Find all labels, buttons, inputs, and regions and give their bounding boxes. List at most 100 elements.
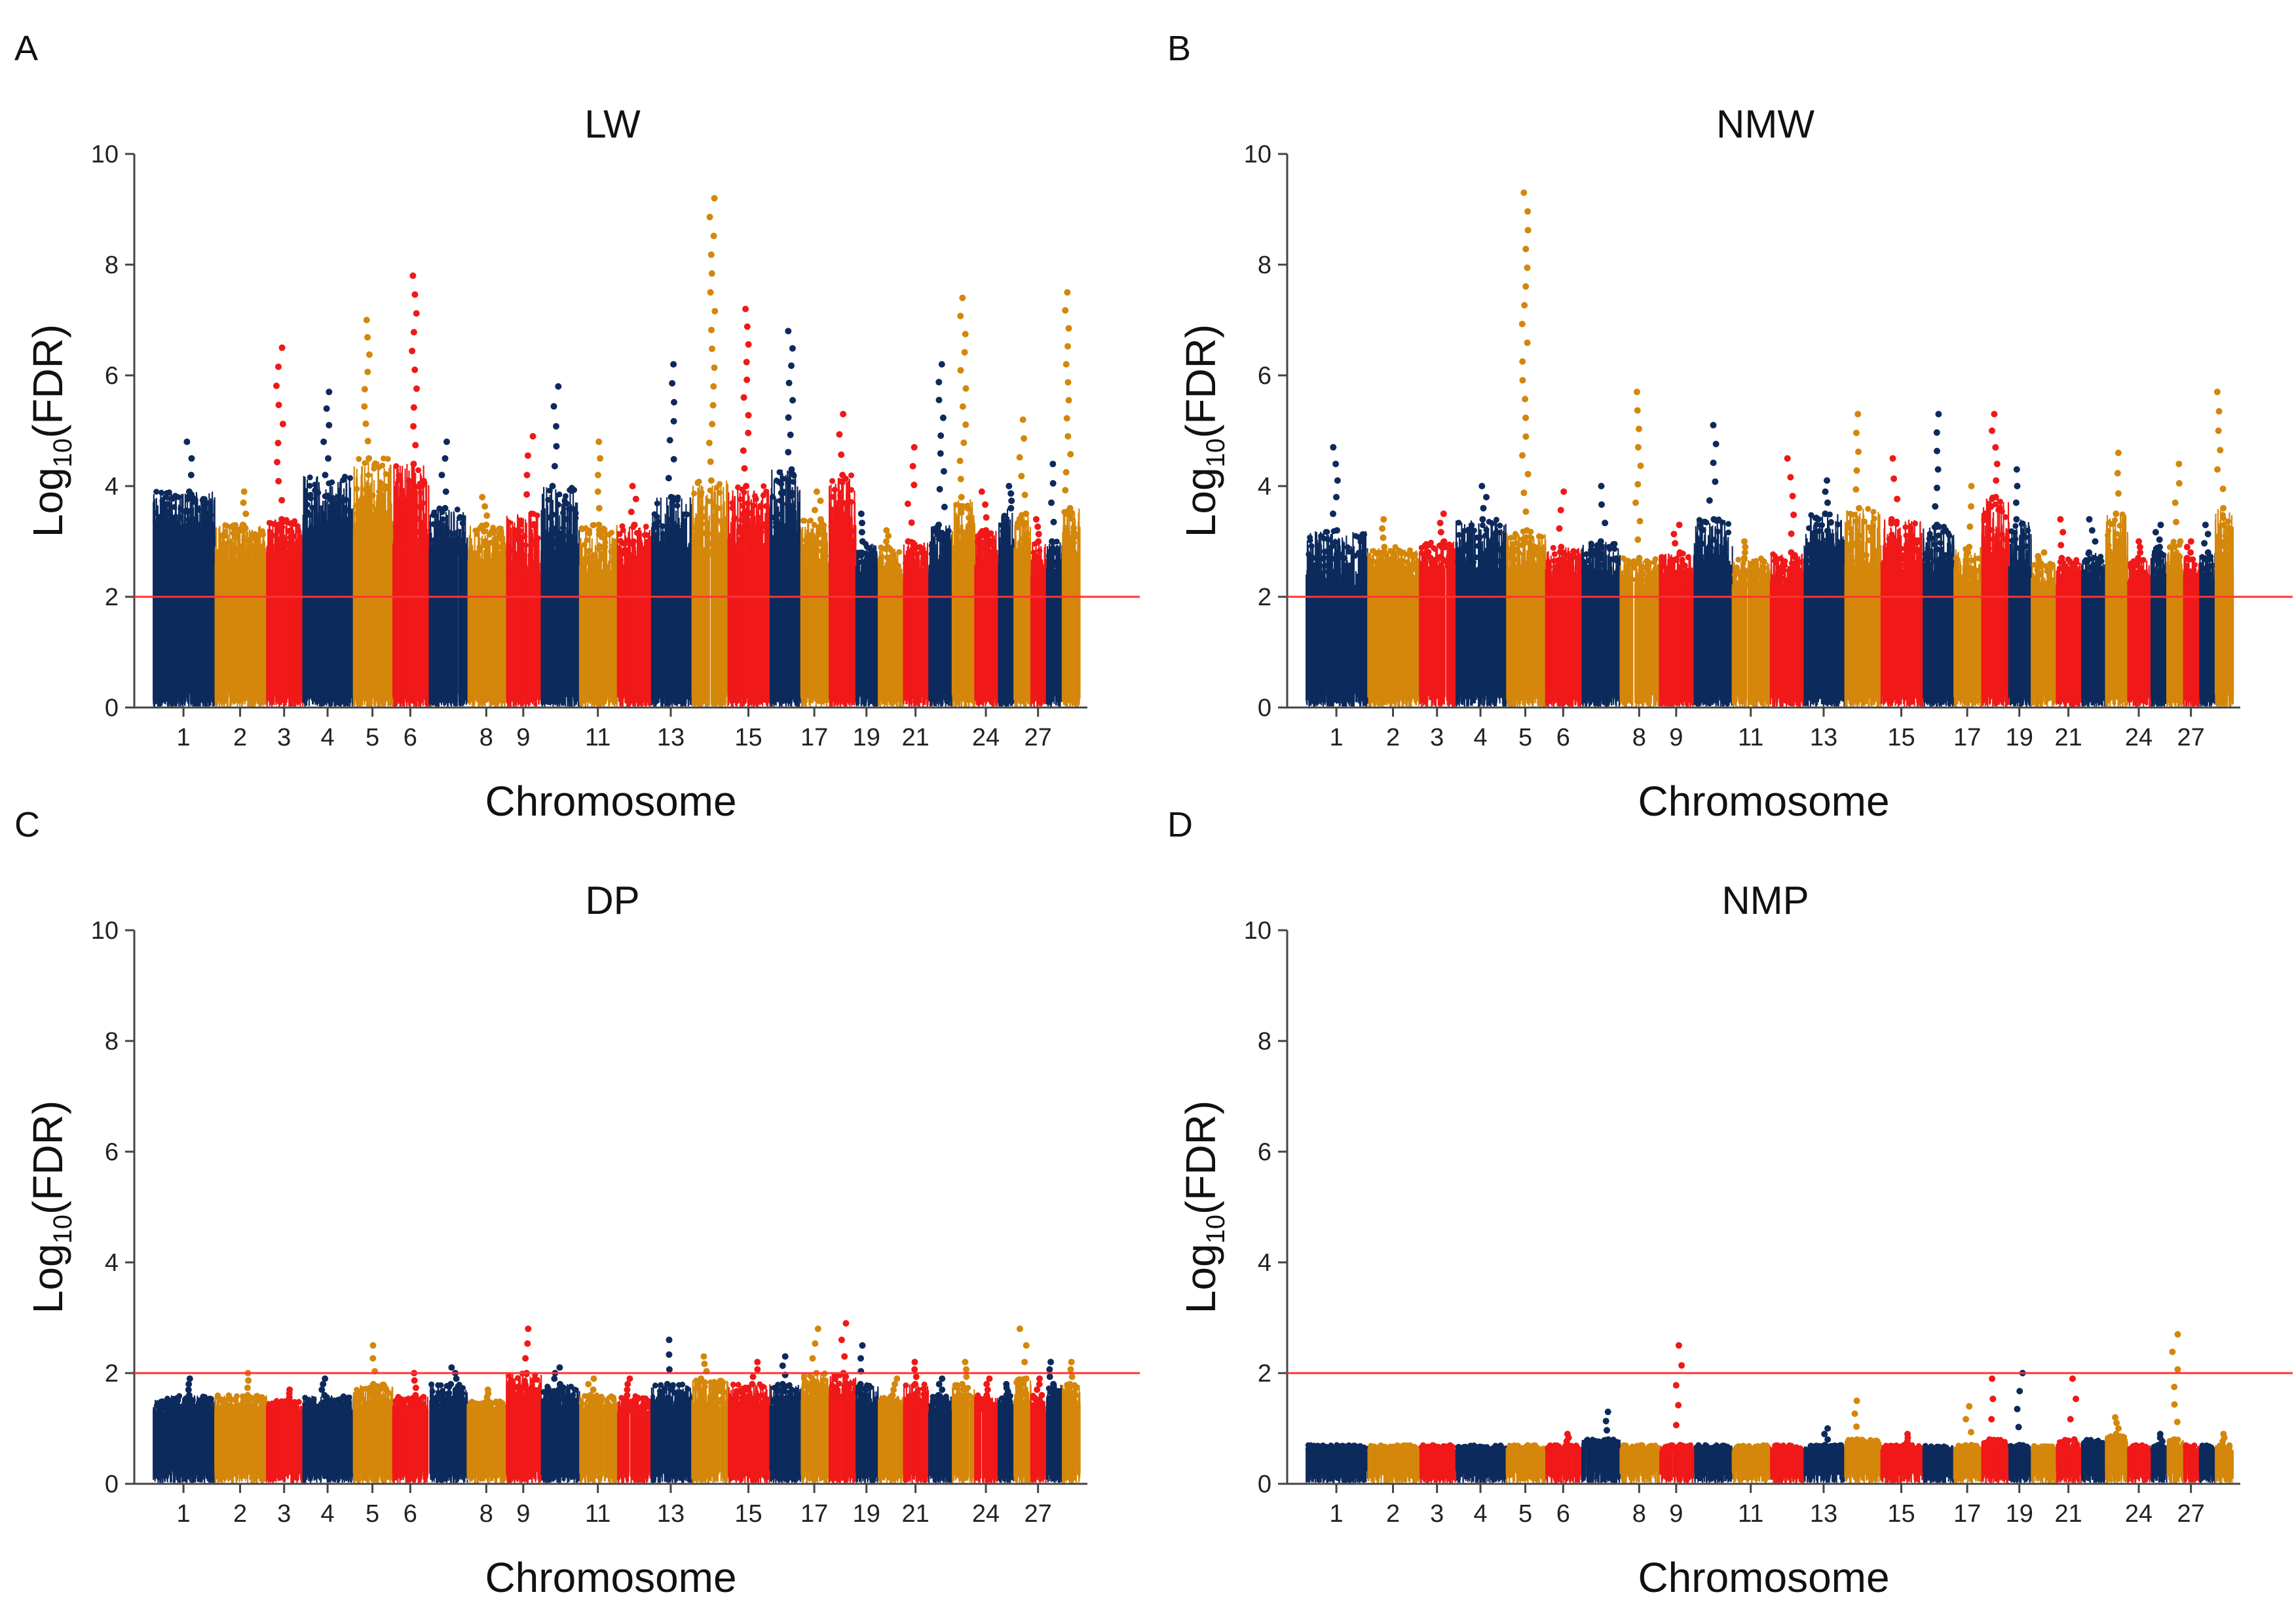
snp-band [261,549,263,698]
snp-point [551,537,557,544]
snp-point [347,475,353,482]
snp-point [698,546,705,553]
snp-peak-point [710,383,717,390]
snp-point [776,535,781,541]
snp-peak-point [361,386,368,393]
snp-point [887,576,893,582]
snp-point [777,497,783,504]
snp-band [339,541,341,707]
snp-point [665,546,671,553]
snp-band [795,540,797,699]
snp-point [421,478,427,484]
snp-peak-point [188,455,195,462]
snp-peak-point [410,404,417,411]
snp-peak-point [442,488,449,495]
chromosome-19-points [855,510,879,707]
snp-point [513,527,519,534]
snp-band [361,466,363,707]
snp-point [800,518,806,524]
snp-point [185,516,192,523]
snp-band [466,551,468,703]
snp-point [829,494,835,500]
snp-band [846,480,848,707]
snp-band [561,545,563,704]
snp-peak-point [409,272,417,279]
snp-peak-point [410,329,417,336]
snp-point [354,510,361,517]
snp-point [584,559,590,565]
snp-band [191,507,193,697]
snp-point [472,556,479,562]
snp-point [788,493,795,499]
snp-band [582,557,584,695]
snp-band [336,541,338,706]
snp-peak-point [705,440,713,447]
snp-band [881,580,883,704]
snp-band [416,490,418,702]
snp-point [745,500,751,506]
snp-band [168,535,170,702]
snp-peak-point [361,403,368,410]
y-axis-title-main: Log [24,467,71,537]
snp-point [334,502,341,508]
snp-point [436,521,442,527]
snp-band [324,538,326,696]
snp-point [382,483,388,489]
snp-point [362,460,368,466]
snp-point [552,549,558,556]
snp-band [463,531,465,694]
snp-band [233,529,235,702]
y-tick-label: 8 [105,252,119,279]
snp-band [240,563,242,703]
snp-band [328,541,329,704]
snp-band [438,550,441,703]
snp-point [801,559,808,565]
snp-point [762,503,769,510]
snp-point [904,562,911,569]
snp-peak-point [364,438,371,445]
snp-band [761,496,763,702]
snp-point [506,519,512,526]
snp-band [878,557,880,706]
snp-peak-point [275,363,282,370]
snp-point [595,565,602,572]
snp-point [230,530,236,537]
snp-point [848,499,854,505]
snp-band [775,546,777,706]
snp-band [241,560,243,707]
snp-point [178,515,184,521]
snp-band [736,529,738,703]
snp-peak-point [745,429,752,436]
snp-peak-point [883,527,890,534]
snp-point [631,538,637,544]
snp-band [475,569,477,701]
snp-peak-point [789,397,797,404]
snp-point [279,524,286,531]
snp-peak-point [709,345,715,352]
snp-band [157,531,159,695]
snp-band [859,575,861,698]
snp-peak-point [836,431,843,438]
snp-band [268,540,270,702]
snp-band [451,551,453,694]
snp-point [890,551,897,557]
snp-point [488,539,495,546]
snp-band [493,543,495,704]
snp-point [783,533,790,539]
snp-point [240,550,246,557]
snp-band [611,572,613,702]
snp-band [908,567,910,698]
snp-band [400,485,402,695]
snp-point [392,524,399,531]
chromosome-5-points [352,316,394,707]
snp-band [214,563,216,697]
snp-point [837,492,843,499]
snp-peak-point [884,544,892,550]
snp-peak-point [785,379,793,387]
snp-peak-point [740,447,747,454]
snp-band [843,511,845,702]
snp-peak-point [595,504,603,512]
snp-band [408,551,410,706]
snp-band [242,544,244,698]
snp-point [739,502,745,509]
